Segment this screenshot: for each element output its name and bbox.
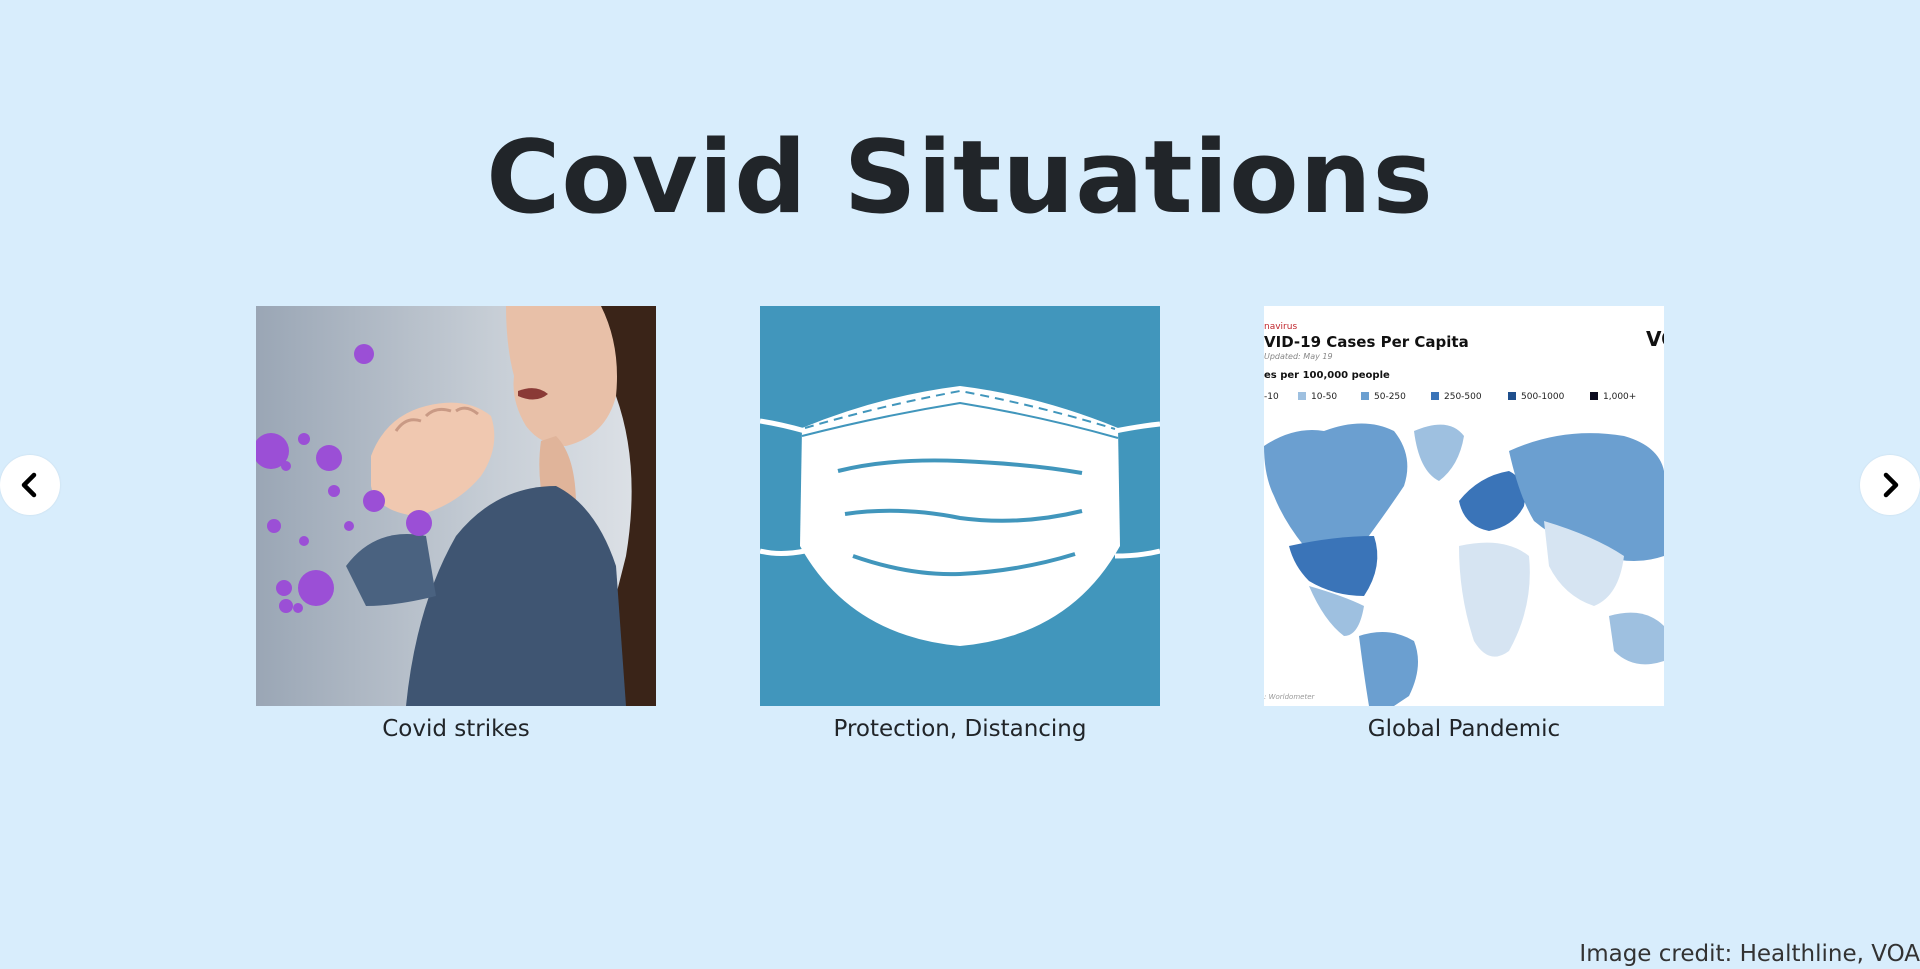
carousel-card-global-pandemic[interactable]: navirus VID-19 Cases Per Capita Updated:… — [1264, 306, 1664, 744]
card-caption: Covid strikes — [382, 716, 530, 742]
card-caption: Protection, Distancing — [833, 716, 1087, 742]
carousel-prev-button[interactable] — [0, 455, 60, 515]
face-mask-image — [760, 306, 1160, 706]
card-caption: Global Pandemic — [1367, 716, 1561, 742]
map-kicker: navirus — [1264, 322, 1297, 332]
page-title: Covid Situations — [486, 118, 1434, 236]
world-map-image: navirus VID-19 Cases Per Capita Updated:… — [1264, 306, 1664, 706]
map-brand-logo: VO — [1646, 327, 1664, 351]
map-updated: Updated: May 19 — [1264, 352, 1333, 361]
carousel-card-protection-distancing[interactable]: Protection, Distancing — [760, 306, 1160, 744]
world-map — [1264, 423, 1664, 706]
image-credit: Image credit: Healthline, VOA — [1579, 941, 1920, 967]
map-legend-title: es per 100,000 people — [1264, 370, 1390, 381]
map-source: : Worldometer — [1264, 693, 1316, 701]
svg-text:1,000+: 1,000+ — [1603, 392, 1636, 402]
svg-text:250-500: 250-500 — [1444, 392, 1482, 402]
svg-text:10-50: 10-50 — [1311, 392, 1337, 402]
chevron-left-icon — [21, 472, 37, 498]
svg-text:-10: -10 — [1264, 392, 1279, 402]
svg-text:500-1000: 500-1000 — [1521, 392, 1565, 402]
woman-coughing-image — [256, 306, 656, 706]
carousel-next-button[interactable] — [1860, 455, 1920, 515]
map-legend: -10 10-50 50-250 250-500 500-1000 1,000+ — [1264, 392, 1636, 402]
svg-text:50-250: 50-250 — [1374, 392, 1406, 402]
chevron-right-icon — [1883, 472, 1899, 498]
carousel-card-covid-strikes[interactable]: Covid strikes — [256, 306, 656, 744]
map-title: VID-19 Cases Per Capita — [1264, 333, 1469, 351]
carousel-track: Covid strikes Protection, D — [0, 306, 1920, 746]
